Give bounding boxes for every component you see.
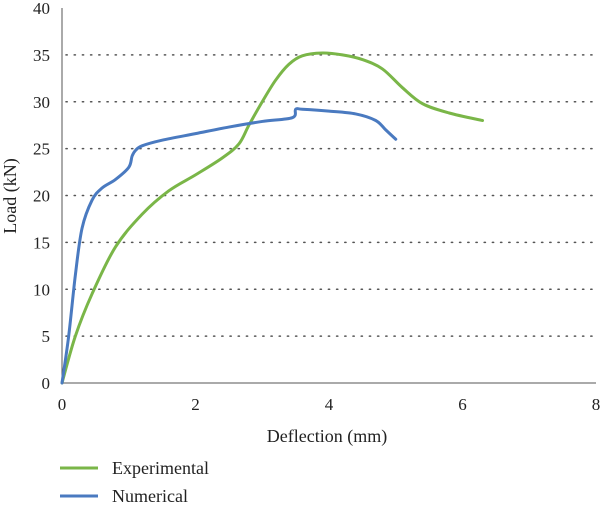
axes (61, 8, 596, 384)
x-tick-label: 2 (191, 395, 200, 414)
y-tick-label: 35 (33, 46, 50, 65)
legend: Experimental Numerical (60, 458, 209, 506)
y-tick-label: 10 (33, 280, 50, 299)
y-tick-label: 20 (33, 187, 50, 206)
x-tick-label: 6 (458, 395, 467, 414)
y-tick-label: 5 (42, 327, 51, 346)
x-tick-label: 0 (58, 395, 67, 414)
series-line-experimental (60, 51, 485, 385)
y-tick-labels: 0 5 10 15 20 25 30 35 40 (33, 0, 50, 393)
legend-label-numerical: Numerical (112, 486, 188, 506)
y-tick-label: 30 (33, 93, 50, 112)
y-tick-label: 0 (42, 374, 51, 393)
y-tick-label: 25 (33, 140, 50, 159)
x-axis-title: Deflection (mm) (267, 426, 387, 447)
legend-label-experimental: Experimental (112, 458, 209, 478)
x-tick-label: 8 (592, 395, 600, 414)
y-tick-label: 15 (33, 233, 50, 252)
x-tick-label: 4 (325, 395, 334, 414)
series-line-numerical (60, 107, 398, 385)
series-lines (60, 51, 485, 385)
x-tick-labels: 0 2 4 6 8 (58, 395, 600, 414)
gridlines (65, 54, 597, 337)
y-tick-label: 40 (33, 0, 50, 18)
y-axis-title: Load (kN) (0, 158, 21, 233)
